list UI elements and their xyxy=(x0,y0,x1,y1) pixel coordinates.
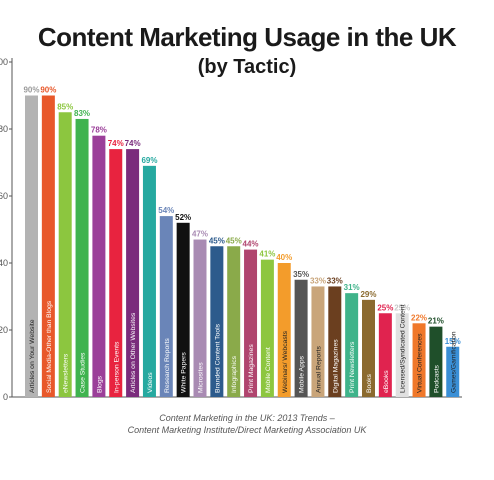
bar-value-label: 83% xyxy=(74,109,90,118)
y-tick-label: 20 xyxy=(0,325,8,335)
source-caption-line2: Content Marketing Institute/Direct Marke… xyxy=(127,425,367,435)
bar xyxy=(260,259,274,397)
bar xyxy=(193,239,207,397)
bar-value-label: 25% xyxy=(377,303,393,312)
bar-value-label: 74% xyxy=(108,139,124,148)
bar-category-label: Webinars/ Webcasts xyxy=(282,330,289,393)
bar xyxy=(446,346,460,397)
bar xyxy=(328,286,342,397)
source-caption-line1: Content Marketing in the UK: 2013 Trends… xyxy=(159,413,335,423)
bar-value-label: 90% xyxy=(40,86,56,95)
y-tick-label: 100 xyxy=(0,57,8,67)
bar-category-label: Virtual Conferences xyxy=(417,333,424,393)
bar-value-label: 78% xyxy=(91,126,107,135)
bar-category-label: Mobile Apps xyxy=(299,355,306,393)
bar-category-label: White Papers xyxy=(181,352,188,393)
bar-category-label: Annual Reports xyxy=(315,346,322,393)
bar xyxy=(294,279,308,397)
y-tick-label: 40 xyxy=(0,258,8,268)
bar-category-label: Books xyxy=(366,374,373,393)
bar-category-label: Videos xyxy=(147,372,154,393)
bar xyxy=(277,263,291,397)
bar xyxy=(126,149,140,397)
bar-category-label: Games/Gamification xyxy=(450,331,457,393)
bar xyxy=(92,135,106,397)
bar-category-label: Articles on Your Website xyxy=(29,319,36,393)
bar xyxy=(429,326,443,397)
bar-value-label: 41% xyxy=(259,250,275,259)
bar xyxy=(362,299,375,397)
bar xyxy=(75,118,89,397)
bar-value-label: 33% xyxy=(327,276,343,285)
bar-value-label: 69% xyxy=(141,156,157,165)
bar-value-label: 54% xyxy=(158,206,174,215)
bar xyxy=(109,149,123,397)
bar-value-label: 22% xyxy=(411,313,427,322)
bar-category-label: eBooks xyxy=(383,370,390,393)
bar-category-label: Licensed/Syndicated Content xyxy=(400,304,407,393)
bar xyxy=(311,286,325,397)
y-tick-label: 60 xyxy=(0,191,8,201)
bar-category-label: Blogs xyxy=(96,375,103,393)
bar-category-label: Print Newsletters xyxy=(349,341,356,393)
bar xyxy=(227,246,241,397)
bar-value-label: 45% xyxy=(209,236,225,245)
y-tick-label: 80 xyxy=(0,124,8,134)
bar-value-label: 52% xyxy=(175,213,191,222)
bar xyxy=(176,222,190,397)
bar-value-label: 45% xyxy=(226,236,242,245)
chart-title: Content Marketing Usage in the UK xyxy=(37,22,457,52)
bar xyxy=(58,112,72,397)
bar-value-label: 33% xyxy=(310,276,326,285)
bar-category-label: Mobile Content xyxy=(265,347,272,393)
bar xyxy=(25,95,38,397)
bar-category-label: Articles on Other Websites xyxy=(130,312,137,393)
bars: 90% Articles on Your Website 90% Social Med… xyxy=(23,86,461,397)
bar-category-label: Microsites xyxy=(198,362,205,393)
bar-value-label: 40% xyxy=(276,253,292,262)
bar-category-label: Podcasts xyxy=(433,364,440,393)
bar xyxy=(244,249,258,397)
bar xyxy=(395,313,409,397)
bar-value-label: 85% xyxy=(57,102,73,111)
bar-value-label: 21% xyxy=(428,317,444,326)
bar xyxy=(378,313,392,397)
bar xyxy=(345,293,359,397)
bar xyxy=(142,165,156,397)
bar-value-label: 15% xyxy=(445,337,461,346)
bar-category-label: Research Reports xyxy=(164,338,171,393)
bar-category-label: In-person Events xyxy=(113,341,120,393)
bar-category-label: Infographics xyxy=(231,355,238,393)
bar xyxy=(412,323,426,397)
bar-value-label: 35% xyxy=(293,270,309,279)
bar xyxy=(210,246,224,397)
bar-category-label: eNewsletters xyxy=(63,353,70,393)
bar-category-label: Social Media-Other than Blogs xyxy=(46,300,53,393)
bar-value-label: 25% xyxy=(394,303,410,312)
bar-value-label: 44% xyxy=(243,240,259,249)
y-tick-label: 0 xyxy=(3,392,8,402)
bar-category-label: Digital Magazines xyxy=(332,339,339,393)
bar-category-label: Branded Content Tools xyxy=(214,323,221,393)
bar xyxy=(159,216,173,397)
bar-value-label: 74% xyxy=(125,139,141,148)
bar-category-label: Case Studies xyxy=(80,352,87,393)
bar-value-label: 31% xyxy=(344,283,360,292)
bar-value-label: 90% xyxy=(23,86,39,95)
bar-value-label: 29% xyxy=(360,290,376,299)
bar-value-label: 47% xyxy=(192,230,208,239)
bar-category-label: Print Magazines xyxy=(248,344,255,393)
chart-subtitle: (by Tactic) xyxy=(197,56,297,78)
bar xyxy=(41,95,55,397)
